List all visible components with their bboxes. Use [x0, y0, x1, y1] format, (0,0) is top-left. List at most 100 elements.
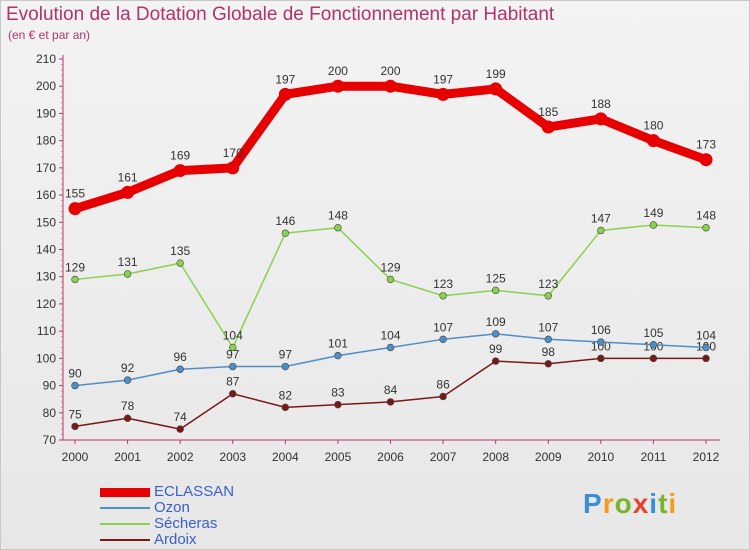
- data-point: [281, 229, 290, 237]
- data-label: 135: [170, 244, 190, 258]
- data-point: [439, 292, 447, 300]
- y-tick-label: 160: [36, 188, 56, 202]
- y-tick-label: 210: [36, 52, 56, 66]
- y-tick-label: 170: [36, 161, 56, 175]
- data-point: [226, 161, 240, 175]
- series-0: 155 161 169 170 197 200 200 197 199 185 188 180 173: [65, 64, 716, 216]
- x-tick-label: 2003: [219, 450, 246, 464]
- data-point: [229, 362, 237, 371]
- data-point: [597, 354, 605, 363]
- data-point: [334, 351, 342, 360]
- legend-label: Sécheras: [154, 515, 218, 532]
- data-point: [649, 354, 658, 363]
- data-point: [649, 341, 658, 349]
- y-tick-label: 110: [37, 324, 56, 338]
- data-point: [544, 335, 552, 344]
- data-point: [331, 79, 345, 93]
- x-tick-label: 2006: [377, 450, 404, 464]
- data-label: 125: [486, 271, 506, 285]
- data-label: 84: [384, 383, 398, 397]
- legend-label: Ozon: [154, 499, 190, 516]
- chart-subtitle: (en € et par an): [8, 28, 91, 42]
- data-point: [491, 286, 500, 295]
- data-point: [544, 292, 552, 300]
- x-tick-label: 2009: [535, 450, 562, 464]
- y-tick-label: 200: [36, 79, 56, 93]
- y-tick-label: 130: [36, 270, 56, 284]
- data-label: 129: [65, 260, 85, 274]
- data-point: [71, 422, 79, 431]
- data-label: 74: [173, 410, 187, 424]
- data-point: [702, 354, 710, 363]
- legend-swatch: [100, 539, 150, 541]
- data-label: 185: [538, 105, 558, 119]
- data-label: 170: [223, 146, 243, 160]
- data-point: [436, 87, 450, 101]
- data-point: [541, 120, 555, 134]
- data-label: 86: [436, 377, 450, 391]
- legend-label: ECLASSAN: [154, 483, 235, 500]
- data-point: [597, 338, 605, 346]
- y-tick-label: 190: [36, 106, 56, 120]
- data-label: 200: [380, 64, 400, 78]
- data-point: [491, 330, 500, 338]
- series-2: 129 131 135 104 146 148 129 123 125 123 147 149 148: [65, 206, 716, 352]
- data-label: 107: [538, 320, 558, 334]
- data-label: 97: [226, 348, 240, 362]
- data-label: 155: [65, 187, 85, 201]
- data-label: 90: [68, 367, 82, 381]
- legend-label: Ardoix: [154, 531, 197, 548]
- data-point: [489, 82, 503, 96]
- data-point: [594, 112, 608, 126]
- data-point: [278, 87, 292, 101]
- proxiti-logo: Proxiti: [583, 488, 678, 519]
- data-point: [702, 224, 710, 232]
- data-label: 149: [643, 206, 663, 220]
- y-tick-label: 180: [36, 134, 56, 148]
- data-label: 197: [433, 72, 453, 86]
- data-label: 169: [170, 149, 190, 163]
- data-label: 82: [279, 388, 293, 402]
- data-point: [386, 275, 395, 284]
- data-point: [123, 376, 132, 384]
- data-label: 104: [380, 328, 400, 342]
- data-label: 188: [591, 97, 611, 111]
- data-label: 99: [489, 342, 503, 356]
- data-point: [229, 390, 237, 398]
- data-label: 83: [331, 386, 345, 400]
- data-label: 199: [486, 67, 506, 81]
- data-label: 131: [118, 255, 138, 269]
- legend-swatch: [100, 487, 150, 497]
- data-point: [281, 362, 290, 371]
- data-point: [71, 381, 79, 390]
- x-tick-label: 2011: [641, 450, 667, 464]
- data-label: 106: [591, 323, 611, 337]
- data-label: 107: [433, 320, 453, 334]
- data-point: [491, 357, 500, 365]
- data-label: 161: [118, 170, 138, 184]
- y-tick-label: 80: [43, 406, 57, 420]
- x-tick-label: 2004: [272, 450, 299, 464]
- data-label: 98: [542, 345, 556, 359]
- data-label: 109: [486, 315, 506, 329]
- data-label: 180: [643, 119, 663, 133]
- data-label: 104: [696, 328, 716, 342]
- data-label: 87: [226, 375, 240, 389]
- data-label: 147: [591, 211, 611, 225]
- data-point: [176, 365, 184, 373]
- data-point: [334, 224, 342, 232]
- data-point: [229, 343, 237, 352]
- x-tick-label: 2012: [693, 450, 720, 464]
- data-point: [384, 79, 397, 93]
- x-tick-label: 2010: [587, 450, 614, 464]
- data-point: [68, 202, 82, 216]
- data-point: [71, 275, 79, 284]
- data-point: [702, 343, 710, 352]
- data-point: [649, 221, 658, 229]
- x-tick-label: 2005: [325, 450, 352, 464]
- series-line: [70, 81, 711, 214]
- data-point: [173, 164, 187, 178]
- x-tick-label: 2001: [114, 450, 141, 464]
- legend-swatch: [100, 507, 150, 509]
- data-point: [386, 343, 395, 352]
